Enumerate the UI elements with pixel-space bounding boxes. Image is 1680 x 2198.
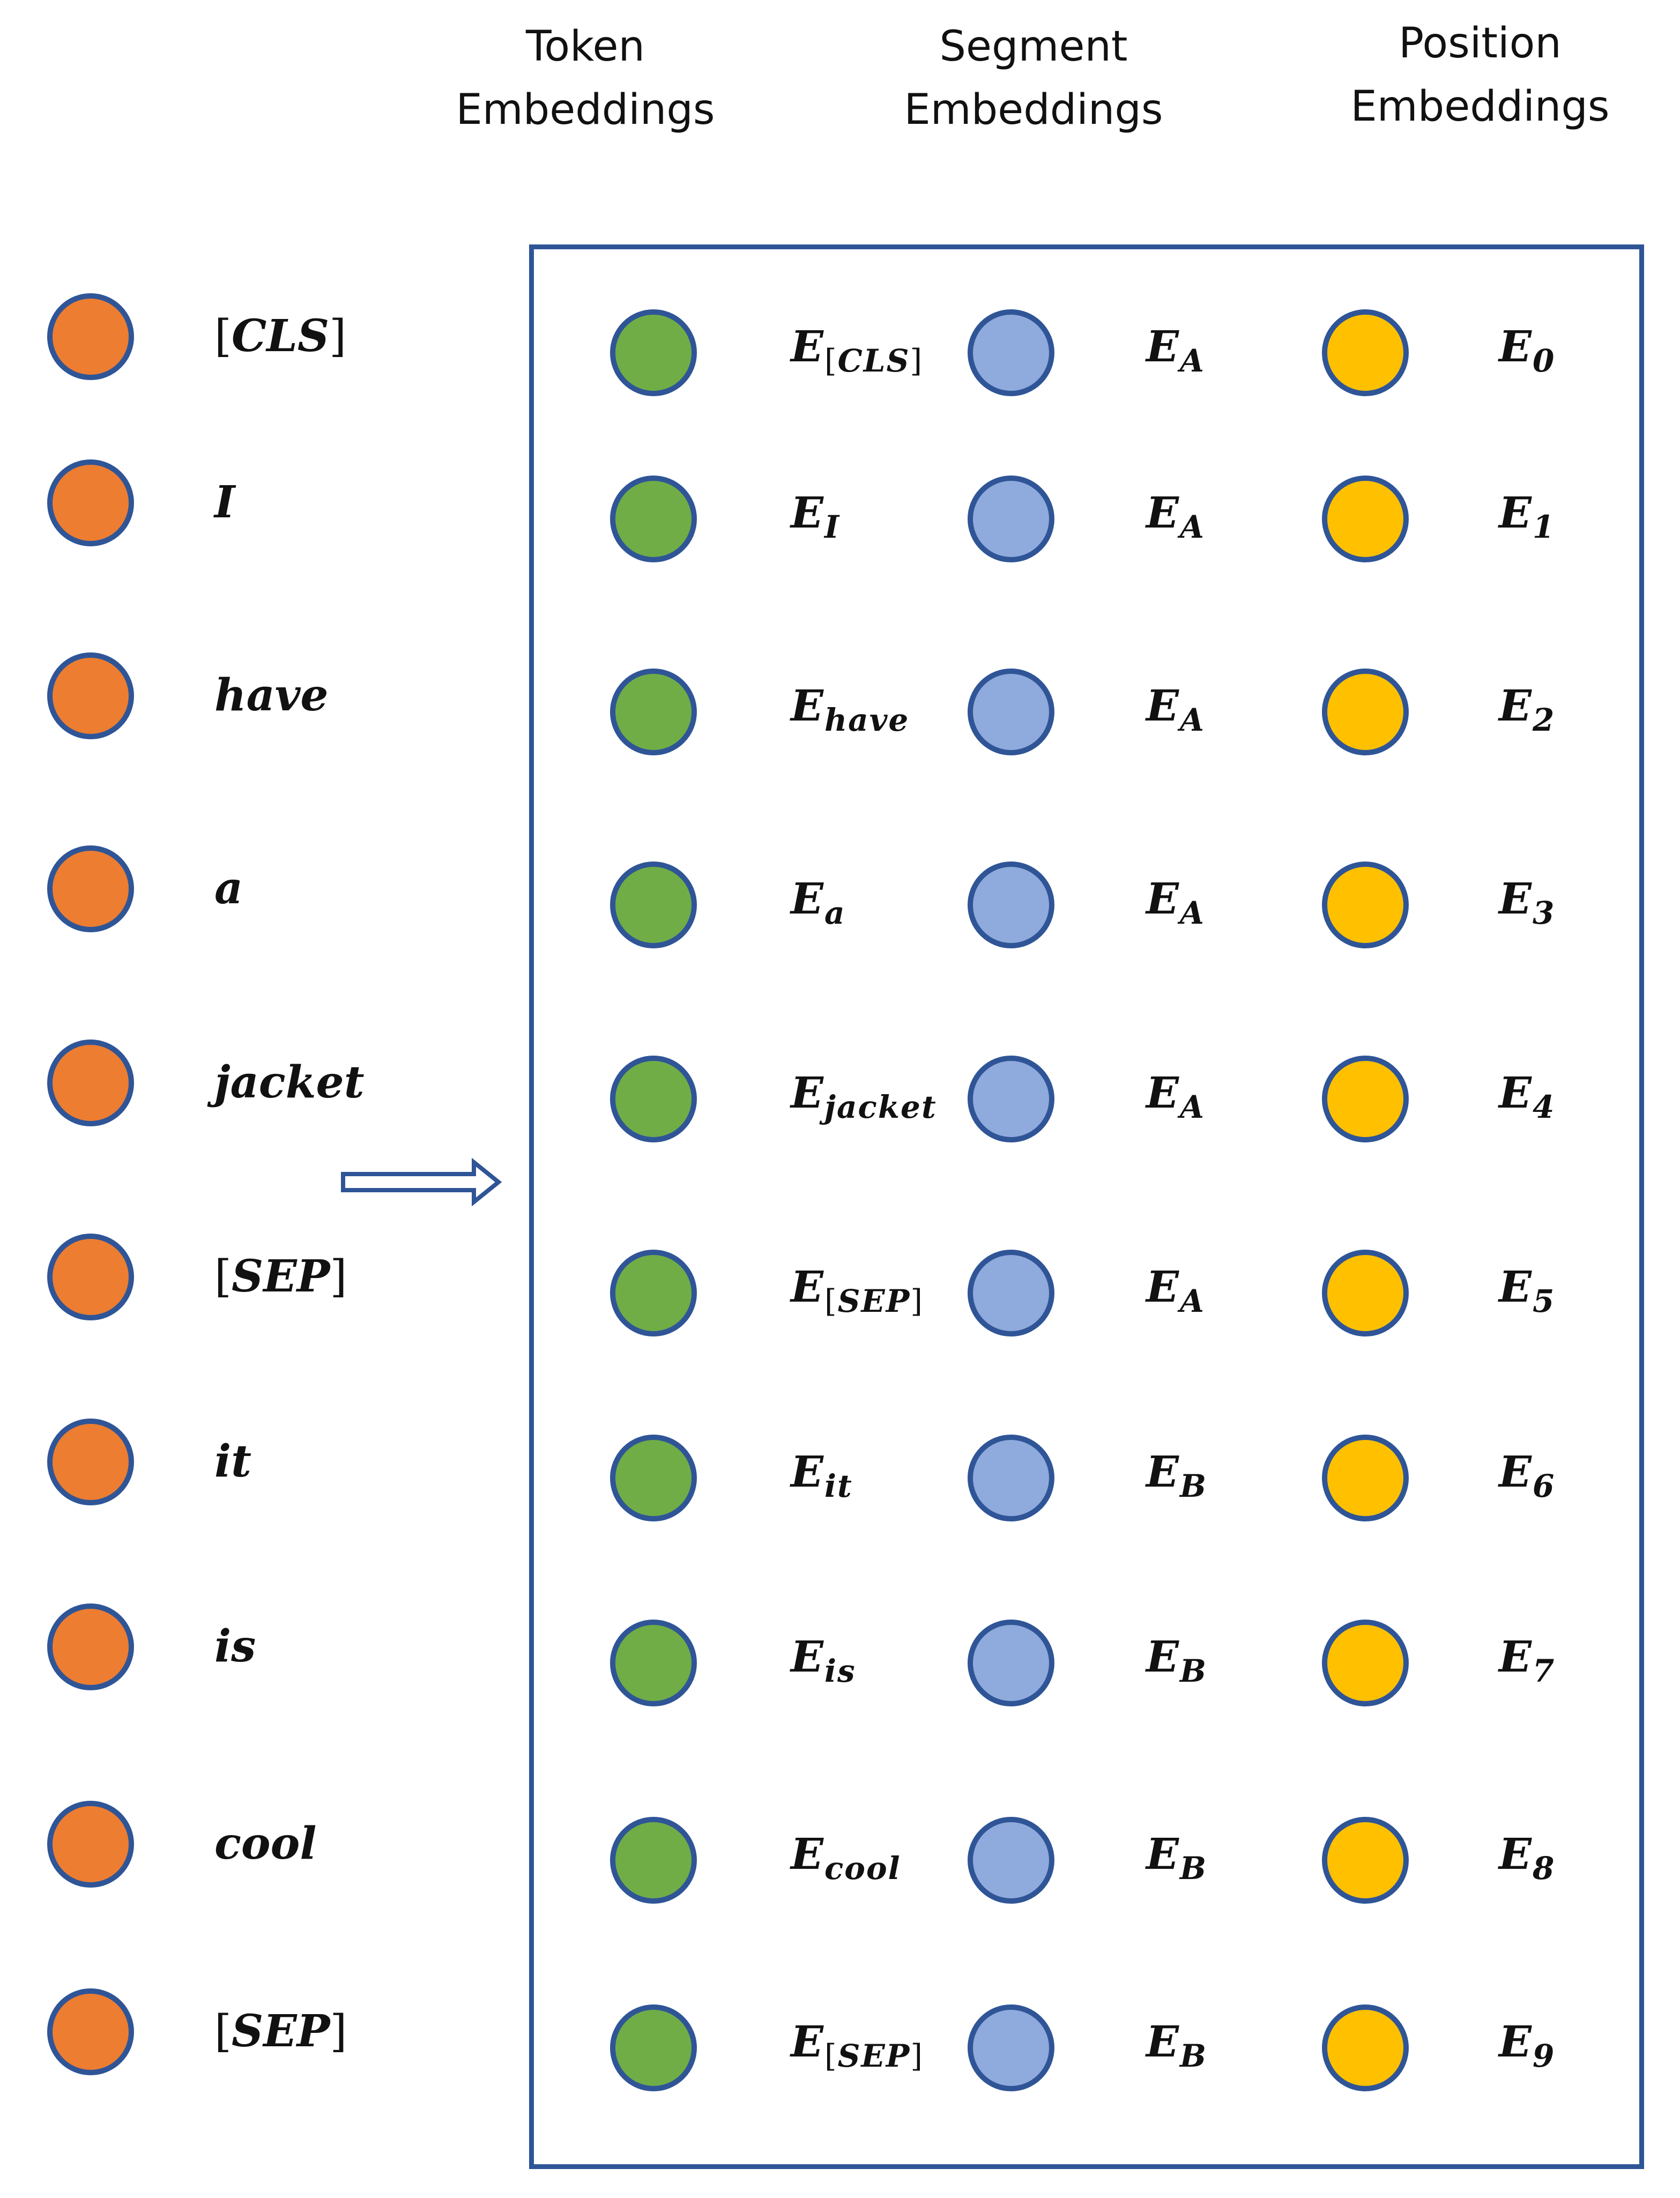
segment-embedding-circle	[968, 669, 1054, 755]
header-segment-line2: Embeddings	[904, 86, 1163, 134]
position-embedding-label: E6	[1499, 1446, 1556, 1504]
token-embedding-circle	[610, 309, 697, 396]
input-token-circle	[47, 845, 134, 932]
position-embedding-label: E2	[1499, 680, 1556, 738]
position-embedding-circle	[1322, 1817, 1409, 1904]
token-embedding-label: Ea	[791, 873, 846, 931]
segment-embedding-label: EB	[1146, 1829, 1208, 1887]
input-token-label: it	[214, 1436, 252, 1487]
input-token-label: [SEP]	[214, 2006, 347, 2057]
position-embedding-circle	[1322, 2004, 1409, 2091]
position-embedding-circle	[1322, 1250, 1409, 1336]
segment-embedding-label: EB	[1146, 2016, 1208, 2074]
token-embedding-circle	[610, 862, 697, 948]
segment-embedding-label: EB	[1146, 1631, 1208, 1689]
token-embedding-label: Ehave	[791, 680, 910, 738]
input-token-label: [CLS]	[214, 310, 347, 362]
input-token-label: have	[214, 670, 329, 721]
token-embedding-label: E[SEP]	[791, 1261, 924, 1319]
input-token-circle	[47, 1039, 134, 1126]
segment-embedding-circle	[968, 1435, 1054, 1521]
segment-embedding-circle	[968, 1056, 1054, 1142]
position-embedding-circle	[1322, 669, 1409, 755]
token-embedding-label: EI	[791, 487, 841, 545]
header-segment-line1: Segment	[939, 23, 1128, 71]
position-embedding-label: E5	[1499, 1261, 1556, 1319]
position-embedding-label: E7	[1499, 1631, 1556, 1689]
input-token-circle	[47, 1801, 134, 1888]
input-token-circle	[47, 1234, 134, 1320]
position-embedding-circle	[1322, 1620, 1409, 1706]
token-embedding-label: Eis	[791, 1631, 856, 1689]
header-segment-embeddings: Segment Embeddings	[873, 15, 1194, 142]
segment-embedding-label: EA	[1146, 487, 1205, 545]
position-embedding-label: E4	[1499, 1067, 1556, 1125]
input-token-circle	[47, 652, 134, 739]
input-token-label: cool	[214, 1818, 317, 1869]
position-embedding-circle	[1322, 1435, 1409, 1521]
input-token-circle	[47, 1988, 134, 2075]
input-token-circle	[47, 1603, 134, 1690]
segment-embedding-label: EA	[1146, 1067, 1205, 1125]
input-token-label: [SEP]	[214, 1251, 347, 1302]
token-embedding-circle	[610, 2004, 697, 2091]
segment-embedding-label: EA	[1146, 680, 1205, 738]
header-token-embeddings: Token Embeddings	[425, 15, 746, 142]
token-embedding-circle	[610, 1250, 697, 1336]
position-embedding-label: E1	[1499, 487, 1556, 545]
header-position-embeddings: Position Embeddings	[1319, 12, 1641, 138]
token-embedding-circle	[610, 1435, 697, 1521]
segment-embedding-label: EA	[1146, 873, 1205, 931]
input-token-circle	[47, 459, 134, 546]
segment-embedding-circle	[968, 1817, 1054, 1904]
segment-embedding-circle	[968, 1250, 1054, 1336]
position-embedding-circle	[1322, 309, 1409, 396]
segment-embedding-circle	[968, 309, 1054, 396]
token-embedding-label: Ecool	[791, 1829, 901, 1887]
input-token-label: jacket	[214, 1057, 365, 1108]
token-embedding-circle	[610, 476, 697, 562]
input-token-label: a	[214, 863, 243, 914]
segment-embedding-circle	[968, 476, 1054, 562]
token-embedding-circle	[610, 669, 697, 755]
segment-embedding-label: EA	[1146, 1261, 1205, 1319]
segment-embedding-circle	[968, 862, 1054, 948]
header-token-line1: Token	[526, 23, 645, 71]
position-embedding-label: E8	[1499, 1829, 1556, 1887]
token-embedding-label: E[SEP]	[791, 2016, 924, 2074]
header-position-line1: Position	[1399, 19, 1562, 68]
token-embedding-label: Eit	[791, 1446, 853, 1504]
position-embedding-circle	[1322, 862, 1409, 948]
header-position-line2: Embeddings	[1350, 83, 1610, 131]
position-embedding-label: E3	[1499, 873, 1556, 931]
header-token-line2: Embeddings	[456, 86, 715, 134]
position-embedding-label: E0	[1499, 321, 1556, 379]
position-embedding-circle	[1322, 1056, 1409, 1142]
token-embedding-label: Ejacket	[791, 1067, 937, 1125]
segment-embedding-label: EB	[1146, 1446, 1208, 1504]
segment-embedding-circle	[968, 1620, 1054, 1706]
token-embedding-label: E[CLS]	[791, 321, 924, 379]
input-token-label: I	[214, 477, 235, 528]
double-right-arrow-icon	[341, 1158, 502, 1206]
input-token-label: is	[214, 1621, 256, 1672]
segment-embedding-label: EA	[1146, 321, 1205, 379]
token-embedding-circle	[610, 1817, 697, 1904]
segment-embedding-circle	[968, 2004, 1054, 2091]
position-embedding-circle	[1322, 476, 1409, 562]
input-token-circle	[47, 1419, 134, 1505]
position-embedding-label: E9	[1499, 2016, 1556, 2074]
token-embedding-circle	[610, 1620, 697, 1706]
embeddings-frame	[529, 244, 1644, 2169]
token-embedding-circle	[610, 1056, 697, 1142]
input-token-circle	[47, 293, 134, 380]
